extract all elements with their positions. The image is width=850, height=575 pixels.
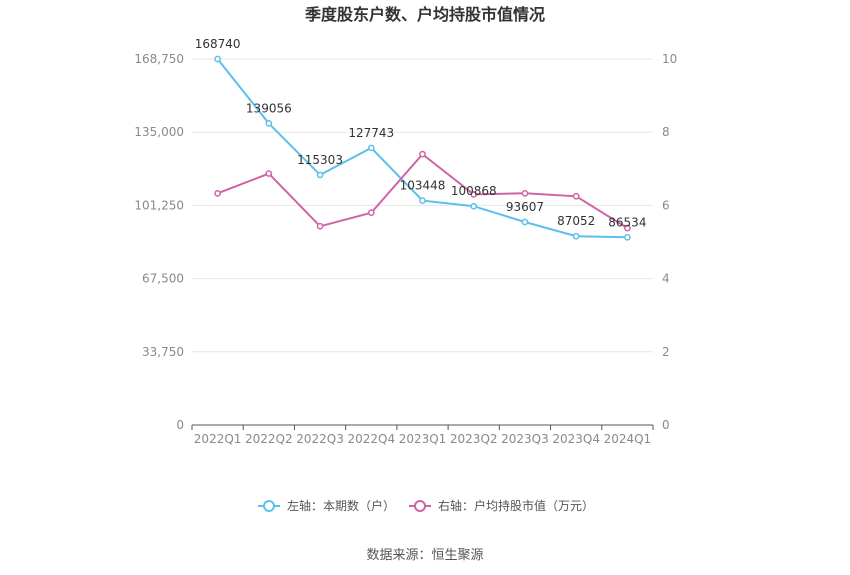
legend-item-1[interactable]: 右轴：户均持股市值（万元）: [409, 498, 594, 513]
data-point[interactable]: [624, 224, 631, 232]
legend-label: 右轴：户均持股市值（万元）: [438, 498, 594, 513]
y-right-tick-label: 6: [662, 198, 670, 212]
series-line-0: [216, 58, 628, 239]
data-point[interactable]: [470, 191, 478, 198]
data-point[interactable]: [572, 192, 580, 200]
x-tick-label: 2023Q1: [399, 432, 447, 446]
data-label: 86534: [608, 215, 646, 229]
x-tick-label: 2023Q3: [501, 432, 549, 446]
x-tick-label: 2022Q4: [347, 432, 395, 446]
axes: 0 0 33,750 2 67,500 4 101,250 6 135,000 8 168,750 1…: [134, 52, 677, 446]
data-label: 139056: [246, 101, 292, 115]
data-label: 168740: [195, 37, 241, 51]
x-tick-label: 2023Q2: [450, 432, 498, 446]
data-point[interactable]: [214, 55, 221, 63]
data-point[interactable]: [521, 218, 529, 226]
x-tick-label: 2022Q2: [245, 432, 293, 446]
data-label: 103448: [400, 179, 446, 193]
y-right-tick-label: 0: [662, 418, 670, 432]
data-point[interactable]: [367, 209, 375, 217]
chart-title: 季度股东户数、户均持股市值情况: [304, 5, 545, 24]
legend-circle-icon: [263, 500, 275, 512]
data-label: 93607: [506, 200, 544, 214]
x-tick-label: 2022Q1: [194, 432, 242, 446]
data-label: 127743: [348, 126, 394, 140]
data-point[interactable]: [367, 144, 375, 152]
y-left-tick-label: 135,000: [134, 125, 184, 139]
data-point[interactable]: [316, 171, 324, 179]
y-right-tick-label: 8: [662, 125, 670, 139]
data-point[interactable]: [419, 150, 426, 158]
series-group: [214, 55, 631, 241]
x-tick-label: 2022Q3: [296, 432, 344, 446]
y-right-tick-label: 2: [662, 345, 670, 359]
y-left-tick-label: 168,750: [134, 52, 184, 66]
y-left-tick-label: 0: [176, 418, 184, 432]
data-point[interactable]: [214, 189, 221, 197]
data-point[interactable]: [572, 232, 580, 240]
x-tick-label: 2023Q4: [552, 432, 600, 446]
legend[interactable]: 左轴：本期数（户） 右轴：户均持股市值（万元）: [258, 498, 594, 513]
data-point[interactable]: [470, 202, 478, 210]
source-note: 数据来源：恒生聚源: [366, 548, 483, 563]
grid-lines: [192, 58, 653, 353]
data-label: 87052: [557, 214, 595, 228]
data-label: 100868: [451, 184, 497, 198]
data-point[interactable]: [624, 233, 631, 241]
y-right-tick-label: 4: [662, 272, 670, 286]
legend-item-0[interactable]: 左轴：本期数（户）: [258, 498, 395, 513]
data-label: 115303: [297, 153, 343, 167]
data-point[interactable]: [265, 120, 273, 127]
x-tick-label: 2024Q1: [604, 432, 652, 446]
legend-circle-icon: [414, 500, 426, 512]
y-left-tick-label: 33,750: [142, 345, 184, 359]
data-point[interactable]: [265, 170, 273, 177]
data-point[interactable]: [316, 222, 324, 230]
legend-label: 左轴：本期数（户）: [287, 498, 395, 513]
data-labels: 168740 139056 115303 127743 103448 100868 9360…: [195, 37, 647, 229]
y-left-tick-label: 101,250: [134, 198, 184, 212]
data-point[interactable]: [419, 197, 426, 204]
data-point[interactable]: [521, 189, 529, 197]
y-right-tick-label: 10: [662, 52, 677, 66]
y-left-tick-label: 67,500: [142, 272, 184, 286]
